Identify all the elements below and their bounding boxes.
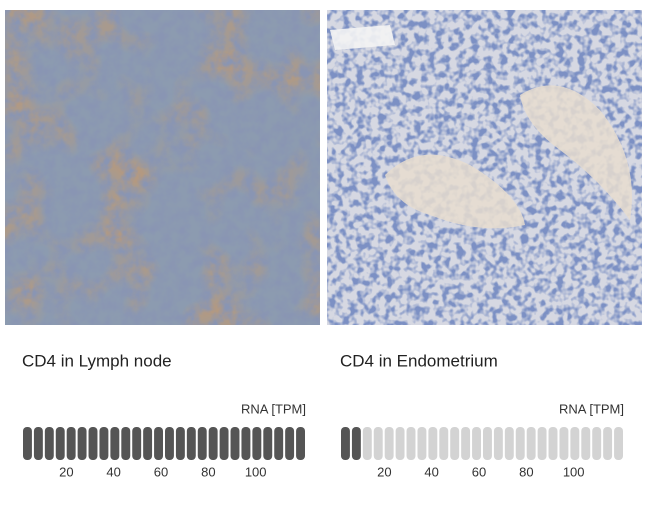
tick-label: 60 xyxy=(472,464,486,479)
tick-label: 80 xyxy=(201,464,215,479)
rna-segment xyxy=(99,427,109,460)
rna-segment xyxy=(362,427,372,460)
rna-segment xyxy=(110,427,120,460)
rna-segment xyxy=(88,427,98,460)
tick-label: 100 xyxy=(245,464,267,479)
tick-label: 80 xyxy=(519,464,533,479)
tick-label: 60 xyxy=(154,464,168,479)
rna-segment xyxy=(197,427,207,460)
rna-segment xyxy=(603,427,613,460)
rna-segment xyxy=(121,427,131,460)
rna-label: RNA [TPM] xyxy=(241,401,306,416)
rna-segment xyxy=(55,427,65,460)
rna-segment xyxy=(44,427,54,460)
rna-segment xyxy=(66,427,76,460)
rna-segment xyxy=(252,427,262,460)
rna-segment xyxy=(208,427,218,460)
rna-segment xyxy=(23,427,32,460)
rna-segment xyxy=(592,427,602,460)
rna-segment xyxy=(483,427,492,460)
rna-segment xyxy=(493,427,503,460)
rna-segment xyxy=(428,427,438,460)
rna-segment xyxy=(439,427,449,460)
tick-label: 100 xyxy=(563,464,585,479)
rna-segment xyxy=(548,427,558,460)
rna-segment xyxy=(175,427,185,460)
rna-segment xyxy=(165,427,174,460)
rna-segment xyxy=(143,427,153,460)
rna-segment xyxy=(241,427,251,460)
rna-segment xyxy=(559,427,569,460)
rna-segment xyxy=(219,427,229,460)
rna-segment xyxy=(406,427,416,460)
rna-segment xyxy=(33,427,43,460)
tick-label: 20 xyxy=(59,464,73,479)
rna-segment xyxy=(77,427,87,460)
rna-label: RNA [TPM] xyxy=(559,401,624,416)
rna-segment xyxy=(186,427,196,460)
tick-label: 20 xyxy=(377,464,391,479)
rna-segment xyxy=(154,427,163,460)
rna-segment xyxy=(581,427,591,460)
rna-segment xyxy=(274,427,284,460)
rna-segment xyxy=(537,427,547,460)
tick-label: 40 xyxy=(106,464,120,479)
rna-segment xyxy=(341,427,350,460)
rna-segment xyxy=(614,427,623,460)
rna-segment xyxy=(384,427,394,460)
rna-segment xyxy=(285,427,295,460)
rna-segment xyxy=(351,427,361,460)
rna-segment xyxy=(230,427,240,460)
caption: CD4 in Endometrium xyxy=(340,351,498,370)
rna-segment xyxy=(417,427,427,460)
rna-segment xyxy=(472,427,481,460)
rna-segment xyxy=(526,427,536,460)
tissue-image-endometrium xyxy=(327,10,642,325)
rna-segment xyxy=(570,427,580,460)
rna-segment xyxy=(504,427,514,460)
caption: CD4 in Lymph node xyxy=(22,351,172,370)
rna-segment xyxy=(515,427,525,460)
rna-segment xyxy=(450,427,460,460)
rna-segment xyxy=(263,427,273,460)
rna-segment xyxy=(132,427,142,460)
rna-segment xyxy=(373,427,383,460)
tick-label: 40 xyxy=(424,464,438,479)
tissue-image-lymph-node xyxy=(5,10,320,325)
rna-segment xyxy=(395,427,405,460)
rna-segment xyxy=(296,427,305,460)
rna-segment xyxy=(461,427,471,460)
